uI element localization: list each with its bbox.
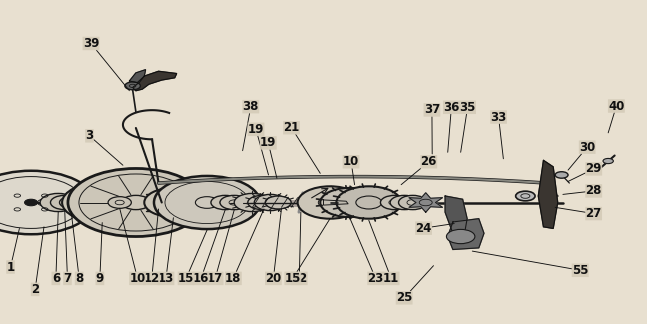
Text: 25: 25 <box>396 266 433 304</box>
Text: 27: 27 <box>555 207 602 220</box>
Text: 19: 19 <box>260 136 277 178</box>
Circle shape <box>68 168 204 237</box>
Text: 40: 40 <box>608 99 624 133</box>
Circle shape <box>211 195 239 210</box>
Polygon shape <box>324 200 348 205</box>
Circle shape <box>60 197 83 208</box>
Text: 28: 28 <box>563 184 602 197</box>
Circle shape <box>146 196 171 209</box>
Circle shape <box>50 195 79 210</box>
Text: 17: 17 <box>207 210 234 285</box>
Text: 3: 3 <box>85 129 123 165</box>
Text: 38: 38 <box>243 100 259 151</box>
Circle shape <box>380 195 409 210</box>
Text: 26: 26 <box>401 155 437 185</box>
Text: 35: 35 <box>459 101 476 152</box>
Circle shape <box>254 194 287 211</box>
Text: 15: 15 <box>285 219 330 285</box>
Circle shape <box>154 176 260 229</box>
Text: 13: 13 <box>158 218 174 285</box>
Circle shape <box>0 171 94 234</box>
Text: 22: 22 <box>291 212 307 285</box>
Circle shape <box>603 158 613 164</box>
Circle shape <box>446 229 475 244</box>
Text: 29: 29 <box>568 162 602 181</box>
Polygon shape <box>445 196 467 233</box>
Circle shape <box>125 82 140 90</box>
Circle shape <box>248 195 276 210</box>
Circle shape <box>108 197 131 208</box>
Text: 20: 20 <box>265 209 281 285</box>
Text: 37: 37 <box>424 103 440 154</box>
Text: 21: 21 <box>283 121 320 173</box>
Text: 24: 24 <box>415 222 454 235</box>
Circle shape <box>516 191 535 201</box>
Polygon shape <box>133 71 177 91</box>
Circle shape <box>25 199 38 206</box>
Circle shape <box>555 172 568 178</box>
Text: 30: 30 <box>568 141 595 170</box>
Text: 18: 18 <box>225 209 264 285</box>
Circle shape <box>144 188 203 217</box>
Text: 6: 6 <box>52 212 60 285</box>
Text: 19: 19 <box>248 123 269 175</box>
Text: 9: 9 <box>96 223 104 285</box>
Text: 36: 36 <box>443 101 459 152</box>
Polygon shape <box>409 193 443 212</box>
Text: 7: 7 <box>63 210 72 285</box>
Text: 16: 16 <box>193 210 225 285</box>
Text: 10: 10 <box>343 155 359 185</box>
Text: 33: 33 <box>490 110 507 159</box>
Text: 11: 11 <box>369 220 399 285</box>
Text: 23: 23 <box>349 217 384 285</box>
Circle shape <box>298 186 362 219</box>
Circle shape <box>399 195 427 210</box>
Text: 10: 10 <box>120 208 146 285</box>
Circle shape <box>320 188 378 217</box>
Circle shape <box>336 186 401 219</box>
Circle shape <box>40 193 76 212</box>
Text: 2: 2 <box>31 227 44 296</box>
Text: 15: 15 <box>178 230 207 285</box>
Text: 8: 8 <box>71 212 83 285</box>
Polygon shape <box>129 70 146 83</box>
Text: 55: 55 <box>472 251 589 277</box>
Circle shape <box>265 196 291 209</box>
Text: 1: 1 <box>6 228 19 273</box>
Text: 39: 39 <box>83 37 129 91</box>
Circle shape <box>220 195 248 210</box>
Circle shape <box>62 182 142 223</box>
Circle shape <box>390 195 419 210</box>
Circle shape <box>234 193 270 212</box>
Circle shape <box>0 178 93 227</box>
Text: 12: 12 <box>144 209 160 285</box>
Polygon shape <box>538 160 558 228</box>
Polygon shape <box>448 219 484 249</box>
